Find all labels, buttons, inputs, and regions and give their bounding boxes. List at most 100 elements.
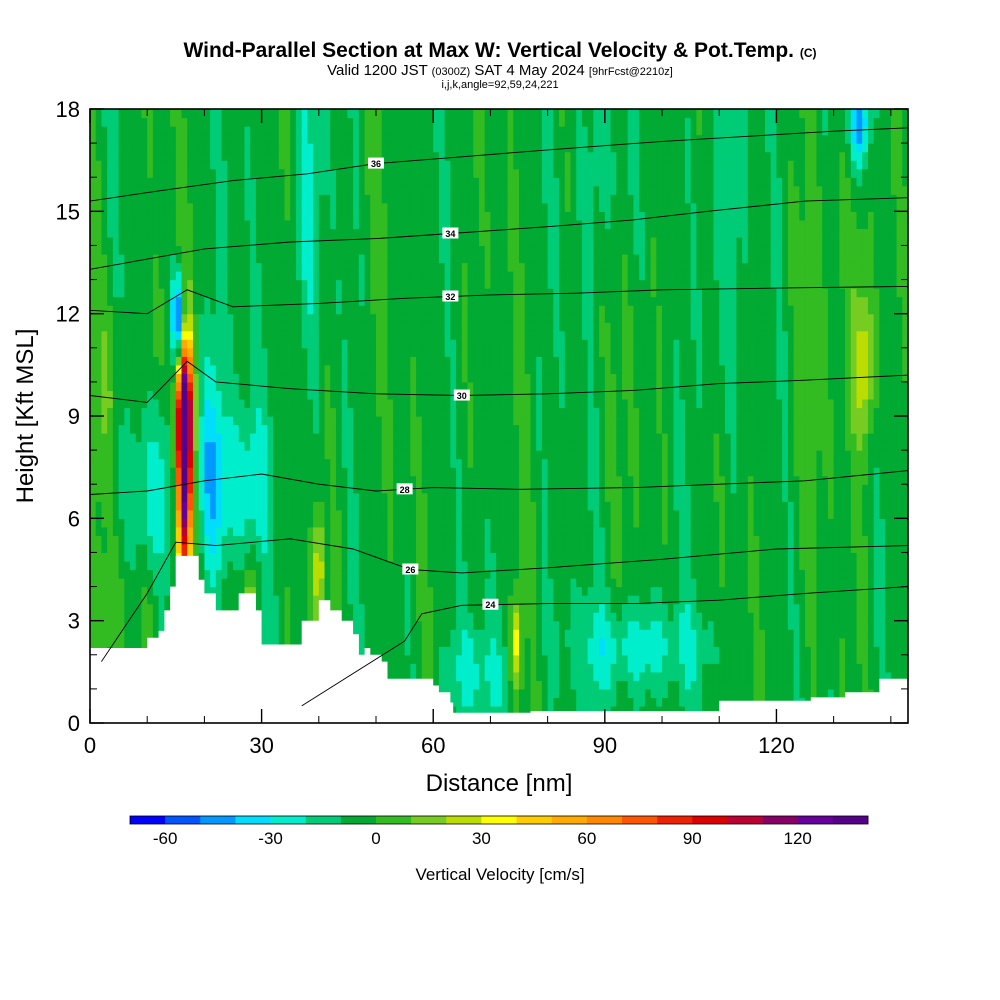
w-cell [215, 160, 223, 170]
w-cell [330, 501, 337, 511]
w-cell [393, 177, 400, 187]
w-cell [353, 347, 360, 357]
w-cell [227, 450, 234, 460]
w-cell [370, 416, 377, 426]
w-cell [210, 322, 217, 332]
w-cell [290, 313, 297, 323]
w-cell [467, 126, 474, 136]
w-cell [444, 262, 451, 272]
w-cell [101, 612, 108, 622]
w-cell [416, 586, 423, 596]
w-cell [353, 177, 360, 187]
w-cell [324, 552, 331, 562]
w-cell [130, 416, 137, 426]
w-cell [461, 620, 469, 630]
w-cell [353, 202, 360, 212]
w-cell [250, 484, 257, 494]
w-cell [421, 467, 429, 477]
w-cell [427, 398, 434, 409]
w-cell [450, 663, 457, 673]
w-cell [204, 347, 211, 357]
w-cell [175, 458, 183, 468]
w-cell [347, 305, 354, 315]
w-cell [261, 578, 268, 588]
w-cell [158, 586, 165, 596]
w-cell [335, 134, 343, 144]
w-cell [273, 560, 280, 571]
w-cell [290, 535, 297, 545]
w-cell [250, 416, 257, 426]
w-cell [112, 552, 120, 562]
w-cell [290, 177, 297, 187]
w-cell [353, 458, 360, 468]
w-cell [95, 202, 103, 212]
w-cell [198, 569, 206, 579]
w-cell [301, 501, 308, 511]
w-cell [461, 578, 469, 588]
w-cell [376, 484, 383, 494]
w-cell [433, 211, 440, 221]
w-cell [467, 347, 474, 357]
w-cell [192, 177, 200, 187]
w-cell [215, 271, 223, 281]
w-cell [421, 228, 429, 238]
w-cell [421, 322, 429, 332]
w-cell [124, 373, 131, 383]
w-cell [90, 347, 97, 357]
w-cell [290, 339, 297, 349]
w-cell [324, 185, 331, 195]
w-cell [410, 671, 417, 681]
w-cell [364, 552, 371, 562]
w-cell [370, 364, 377, 374]
w-cell [210, 535, 217, 545]
w-cell [358, 219, 366, 229]
w-cell [295, 552, 303, 562]
w-cell [295, 279, 303, 289]
w-cell [147, 109, 154, 119]
w-cell [313, 552, 320, 562]
w-cell [318, 560, 326, 571]
w-cell [244, 424, 251, 434]
w-cell [433, 475, 440, 485]
w-cell [347, 168, 354, 178]
w-cell [221, 373, 228, 383]
w-cell [353, 629, 360, 639]
w-cell [210, 578, 217, 588]
w-cell [181, 475, 188, 485]
w-cell [353, 143, 360, 153]
w-cell [467, 552, 474, 562]
w-cell [227, 526, 234, 536]
w-cell [170, 271, 177, 281]
w-cell [112, 347, 120, 357]
w-cell [410, 253, 417, 264]
w-cell [250, 381, 257, 392]
w-cell [484, 620, 492, 630]
w-cell [370, 168, 377, 178]
w-cell [381, 219, 389, 229]
w-cell [215, 535, 223, 545]
w-cell [135, 134, 143, 144]
w-cell [192, 271, 200, 281]
w-cell [170, 458, 177, 468]
w-cell [112, 629, 120, 639]
w-cell [410, 313, 417, 323]
w-cell [250, 552, 257, 562]
w-cell [238, 484, 246, 494]
w-cell [404, 526, 411, 536]
w-cell [335, 168, 343, 178]
w-cell [215, 484, 223, 494]
w-cell [147, 356, 154, 366]
w-cell [393, 271, 400, 281]
w-cell [353, 356, 360, 366]
w-cell [261, 433, 268, 443]
w-cell [324, 578, 331, 588]
w-cell [427, 143, 434, 153]
w-cell [473, 381, 480, 392]
w-cell [255, 509, 263, 519]
w-cell [324, 595, 331, 605]
w-cell [410, 347, 417, 357]
w-cell [450, 637, 457, 647]
w-cell [255, 177, 263, 187]
w-cell [227, 407, 234, 417]
w-cell [273, 219, 280, 229]
